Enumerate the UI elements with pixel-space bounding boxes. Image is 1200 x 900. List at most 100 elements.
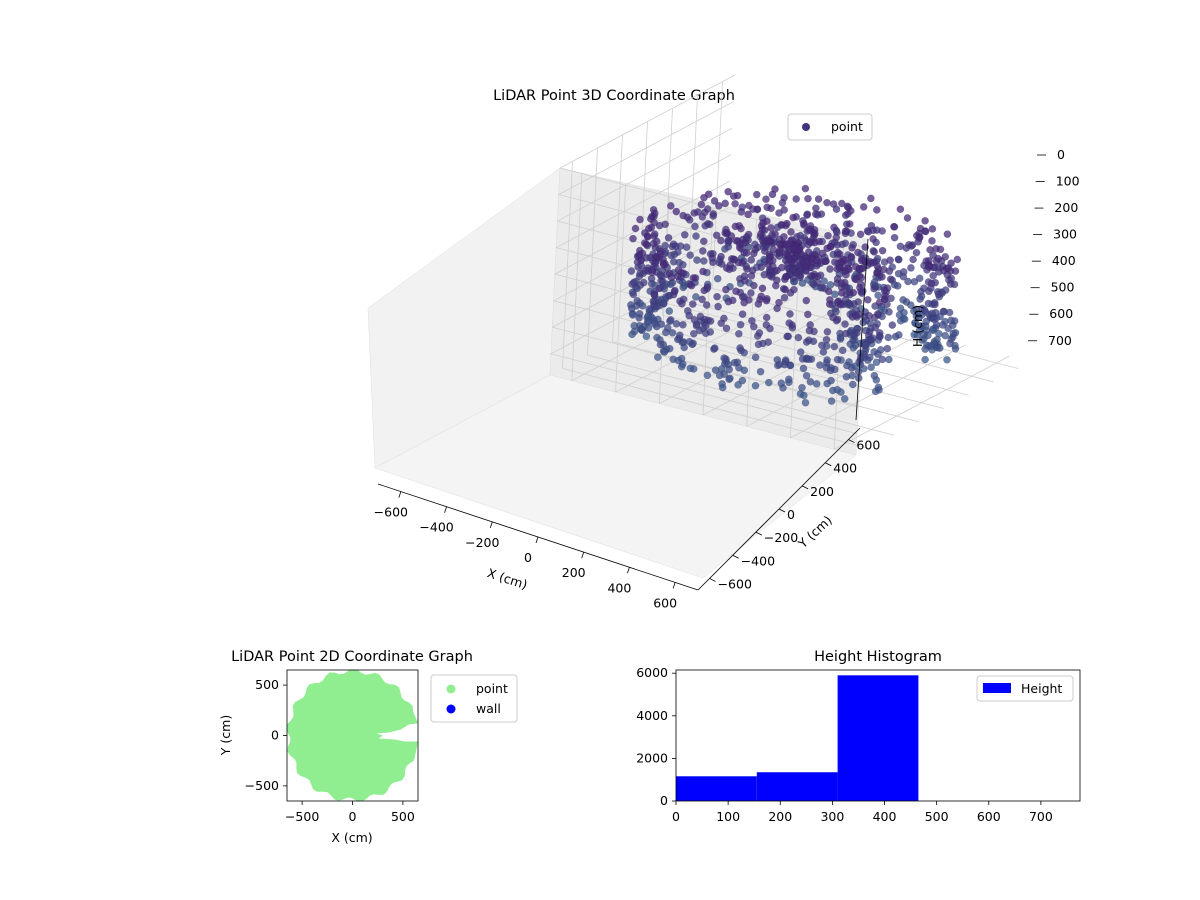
point-3d xyxy=(700,286,709,295)
point-3d xyxy=(857,353,865,362)
chart-3d-title: LiDAR Point 3D Coordinate Graph xyxy=(493,88,735,104)
point-3d xyxy=(822,335,831,344)
point-3d xyxy=(697,200,706,209)
point-3d xyxy=(712,231,721,240)
point-3d xyxy=(740,298,748,307)
y-tick-mark xyxy=(709,578,716,582)
grid-line xyxy=(612,134,623,342)
point-3d xyxy=(829,200,838,208)
point-3d xyxy=(640,278,648,287)
point-3d xyxy=(849,288,858,297)
point-3d xyxy=(722,324,731,333)
point-3d xyxy=(878,227,887,235)
point-3d xyxy=(878,273,886,281)
point-3d xyxy=(848,243,856,252)
point-3d xyxy=(729,192,738,200)
point-3d xyxy=(800,219,808,228)
point-3d xyxy=(813,272,822,281)
point-3d xyxy=(915,274,924,283)
x-tick-label-2d: 500 xyxy=(391,809,415,824)
legend-2d-wall-marker xyxy=(446,704,456,714)
point-3d xyxy=(787,228,795,236)
y-tick-label: 400 xyxy=(833,461,857,476)
z-axis-label-3d: H (cm) xyxy=(910,305,925,347)
point-3d xyxy=(642,332,651,341)
point-3d xyxy=(721,229,730,237)
point-3d xyxy=(818,249,827,258)
x-tick-label-hist: 100 xyxy=(716,809,740,824)
point-3d xyxy=(703,205,712,213)
x-tick-mark xyxy=(581,552,585,559)
point-3d xyxy=(718,380,726,388)
point-3d xyxy=(870,371,879,380)
point-3d xyxy=(700,237,708,246)
histogram-bar xyxy=(756,772,838,801)
z-tick-label: 700 xyxy=(1048,333,1072,348)
point-3d xyxy=(941,252,950,261)
point-3d xyxy=(766,271,774,280)
y-tick-label-hist: 0 xyxy=(660,793,668,808)
point-3d xyxy=(781,357,790,366)
point-3d xyxy=(713,274,722,283)
z-tick-label: 300 xyxy=(1053,227,1077,242)
point-3d xyxy=(736,344,744,352)
point-3d xyxy=(833,298,842,306)
histogram-bars xyxy=(676,675,919,801)
point-3d xyxy=(692,232,700,240)
ticks-2d: −500 −500 0 0 500 500 xyxy=(245,677,415,824)
point-3d xyxy=(818,283,826,292)
point-3d xyxy=(814,195,823,203)
point-3d xyxy=(875,332,884,340)
point-3d xyxy=(709,258,717,267)
point-3d xyxy=(947,335,956,343)
point-3d xyxy=(832,307,840,316)
point-3d xyxy=(669,240,678,248)
point-3d xyxy=(796,348,805,356)
chart-2d: LiDAR Point 2D Coordinate Graph −500−500… xyxy=(218,649,518,845)
point-3d xyxy=(724,360,733,369)
point-3d xyxy=(786,289,795,297)
point-3d xyxy=(698,295,706,304)
point-3d xyxy=(829,313,837,322)
point-3d xyxy=(681,230,689,239)
point-3d xyxy=(951,267,960,275)
point-3d xyxy=(687,281,696,290)
point-3d xyxy=(866,353,874,362)
point-3d xyxy=(830,342,839,351)
point-3d xyxy=(800,391,808,400)
grid-line xyxy=(833,242,845,450)
x-tick-label: −600 xyxy=(374,505,408,520)
point-3d xyxy=(874,291,882,300)
point-3d xyxy=(656,271,665,279)
grid-line xyxy=(587,354,894,436)
x-tick-label-hist: 0 xyxy=(672,809,680,824)
z-tick-label: 0 xyxy=(1057,147,1065,162)
x-tick-label: −400 xyxy=(419,520,453,535)
y-axis-label-2d: Y (cm) xyxy=(218,715,233,756)
point-3d xyxy=(842,329,850,338)
point-3d xyxy=(784,332,793,341)
point-3d xyxy=(660,348,669,356)
point-3d xyxy=(631,224,640,233)
point-3d xyxy=(741,276,749,285)
chart-3d: LiDAR Point 3D Coordinate Graph −600 −400… xyxy=(367,74,1080,610)
point-3d xyxy=(759,339,767,348)
point-3d xyxy=(780,293,789,302)
legend-3d-marker xyxy=(802,123,810,131)
point-3d xyxy=(852,275,860,284)
legend-2d: point wall xyxy=(430,674,518,723)
point-3d xyxy=(666,280,675,289)
point-3d xyxy=(861,341,870,349)
y-tick-mark xyxy=(848,439,855,443)
point-3d xyxy=(867,194,875,203)
y-tick-label: 600 xyxy=(856,438,880,453)
point-3d xyxy=(737,207,746,216)
point-3d xyxy=(870,248,879,256)
y-tick-mark xyxy=(801,485,809,490)
point-3d xyxy=(758,225,767,234)
point-3d xyxy=(851,341,860,350)
point-3d xyxy=(794,333,803,342)
point-3d xyxy=(802,371,811,380)
point-3d xyxy=(789,274,798,282)
point-3d xyxy=(731,199,739,208)
